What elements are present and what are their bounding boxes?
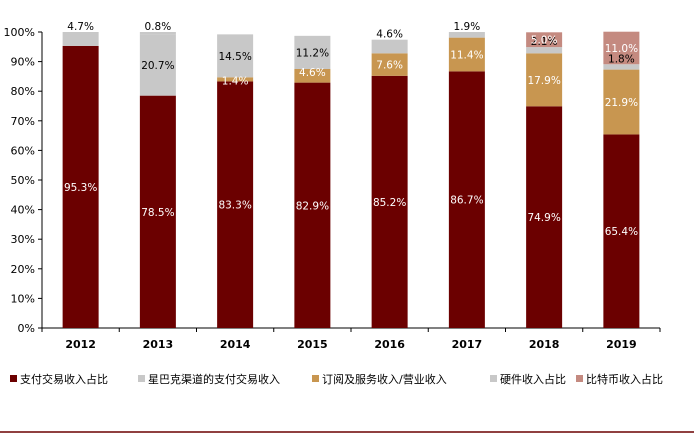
y-tick-label: 30% xyxy=(11,233,35,246)
legend-swatch xyxy=(138,375,145,382)
legend-swatch xyxy=(10,375,17,382)
data-label: 0.8% xyxy=(145,21,172,33)
y-tick-label: 40% xyxy=(11,204,35,217)
y-tick-label: 60% xyxy=(11,144,35,157)
data-label: 83.3% xyxy=(218,200,251,212)
bar-segment xyxy=(294,35,331,69)
legend-label: 订阅及服务收入/营业收入 xyxy=(322,372,447,386)
bar-segment xyxy=(603,134,640,328)
y-tick-label: 0% xyxy=(18,322,35,335)
bar-segment xyxy=(448,32,485,38)
data-label: 82.9% xyxy=(296,200,329,212)
data-label: 74.9% xyxy=(527,212,560,224)
data-label: 1.9% xyxy=(454,21,481,33)
bar-segment xyxy=(371,53,408,76)
x-tick-label: 2018 xyxy=(529,338,560,351)
x-tick-label: 2016 xyxy=(374,338,405,351)
y-tick-label: 70% xyxy=(11,115,35,128)
data-label: 11.2% xyxy=(296,47,329,59)
bar-segment xyxy=(139,32,176,35)
data-label: 14.5% xyxy=(218,51,251,63)
bar-segment xyxy=(139,95,176,328)
legend-swatch xyxy=(576,375,583,382)
data-label: 2.1% xyxy=(531,36,558,48)
data-label: 17.9% xyxy=(527,75,560,87)
bar-segment xyxy=(217,77,254,82)
data-label: 86.7% xyxy=(450,195,483,207)
bar-segment xyxy=(294,82,331,328)
bar-segment xyxy=(603,31,640,65)
legend-swatch xyxy=(312,375,319,382)
data-label: 4.7% xyxy=(67,21,94,33)
bar-segment xyxy=(448,71,485,329)
x-tick-label: 2014 xyxy=(220,338,251,351)
legend-label: 比特币收入占比 xyxy=(586,372,663,386)
bar-segment xyxy=(139,34,176,96)
bar-segment xyxy=(603,69,640,135)
legend-swatch xyxy=(490,375,497,382)
bar-segment xyxy=(448,37,485,72)
bar-segment xyxy=(294,69,331,83)
data-label: 85.2% xyxy=(373,197,406,209)
bar-segment xyxy=(526,32,563,48)
bar-segment xyxy=(526,47,563,54)
legend-label: 硬件收入占比 xyxy=(500,372,566,386)
bar-segment xyxy=(526,106,563,329)
legend-label: 星巴克渠道的支付交易收入 xyxy=(148,372,280,386)
data-label: 4.6% xyxy=(299,67,326,79)
data-label: 20.7% xyxy=(141,60,174,72)
data-label: 7.6% xyxy=(376,60,403,72)
x-tick-label: 2019 xyxy=(606,338,637,351)
x-tick-label: 2015 xyxy=(297,338,328,351)
data-label: 1.4% xyxy=(222,75,249,87)
data-label: 11.4% xyxy=(450,49,483,61)
data-label: 1.8% xyxy=(608,53,635,65)
y-tick-label: 90% xyxy=(11,56,35,69)
bar-segment xyxy=(62,45,99,329)
bar-segment xyxy=(62,32,99,46)
legend-label: 支付交易收入占比 xyxy=(20,372,108,386)
bar-segment xyxy=(371,39,408,54)
bar-segment xyxy=(603,64,640,70)
data-label: 78.5% xyxy=(141,207,174,219)
data-label: 65.4% xyxy=(605,226,638,238)
bar-segment xyxy=(217,34,254,78)
x-tick-label: 2013 xyxy=(143,338,174,351)
data-label: 11.0% xyxy=(605,43,638,55)
y-tick-label: 20% xyxy=(11,263,35,276)
bar-segment xyxy=(217,81,254,328)
bar-segment xyxy=(526,53,563,107)
y-tick-label: 50% xyxy=(11,174,35,187)
x-tick-label: 2012 xyxy=(65,338,96,351)
y-tick-label: 100% xyxy=(4,26,35,39)
x-tick-label: 2017 xyxy=(452,338,483,351)
data-label: 4.6% xyxy=(376,29,403,41)
bar-segment xyxy=(371,75,408,328)
data-label: 5.0% xyxy=(531,35,558,47)
y-tick-label: 80% xyxy=(11,85,35,98)
data-label: 21.9% xyxy=(605,97,638,109)
data-label: 95.3% xyxy=(64,182,97,194)
y-tick-label: 10% xyxy=(11,292,35,305)
